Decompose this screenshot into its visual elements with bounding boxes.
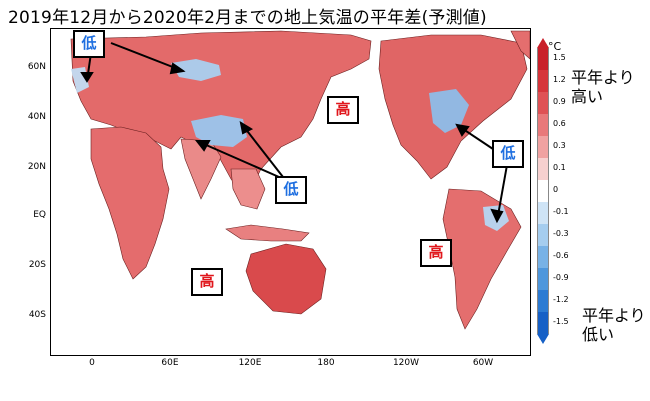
colorbar-segment bbox=[537, 312, 549, 334]
south-america-landmass bbox=[442, 188, 522, 330]
colorbar-tick-label: 0.1 bbox=[553, 163, 566, 172]
colorbar-segment bbox=[537, 136, 549, 158]
lon-label-60e: 60E bbox=[161, 358, 179, 368]
colorbar-segment bbox=[537, 92, 549, 114]
caption-higher-line2: 高い bbox=[571, 87, 604, 106]
caption-lower-line1: 平年より bbox=[582, 306, 646, 325]
lat-label-60n: 60N bbox=[27, 62, 46, 72]
lon-label-0: 0 bbox=[89, 358, 95, 368]
colorbar-segment bbox=[537, 224, 549, 246]
colorbar-tick-label: 0.3 bbox=[553, 141, 566, 150]
colorbar-tick-label: -0.6 bbox=[553, 251, 569, 260]
colorbar-segment bbox=[537, 114, 549, 136]
lat-label-eq: EQ bbox=[33, 210, 46, 220]
lat-label-20s: 20S bbox=[28, 260, 46, 270]
indonesia-landmass bbox=[225, 224, 310, 242]
caption-lower-line2: 低い bbox=[582, 325, 615, 344]
africa-landmass bbox=[90, 126, 170, 280]
low-label-americas: 低 bbox=[492, 140, 524, 168]
lon-label-60w: 60W bbox=[472, 358, 494, 368]
cool-anomaly-siberia bbox=[171, 59, 221, 81]
colorbar-top-arrow bbox=[537, 38, 549, 48]
caption-lower: 平年より 低い bbox=[582, 306, 646, 344]
colorbar-segment bbox=[537, 246, 549, 268]
temperature-anomaly-map bbox=[50, 28, 531, 356]
caption-higher-line1: 平年より bbox=[571, 68, 635, 87]
annotation-arrows bbox=[80, 42, 508, 224]
low-label-west-europe: 低 bbox=[73, 30, 105, 58]
high-label-pacific: 高 bbox=[327, 96, 359, 124]
cool-anomaly-tibet bbox=[191, 115, 247, 147]
colorbar-tick-label: 0.6 bbox=[553, 119, 566, 128]
colorbar-segment bbox=[537, 268, 549, 290]
colorbar-segment bbox=[537, 48, 549, 70]
cool-anomaly-east-us bbox=[429, 89, 469, 133]
colorbar-tick-label: 0 bbox=[553, 185, 559, 194]
colorbar-tick-label: 1.2 bbox=[553, 75, 566, 84]
colorbar-bottom-arrow bbox=[537, 334, 549, 344]
australia-landmass bbox=[245, 243, 327, 315]
colorbar-segment bbox=[537, 158, 549, 180]
colorbar-unit: °C bbox=[548, 40, 562, 53]
colorbar-tick-label: -0.1 bbox=[553, 207, 569, 216]
colorbar-tick-label: -1.5 bbox=[553, 317, 569, 326]
lat-label-40s: 40S bbox=[28, 310, 46, 320]
colorbar-segment bbox=[537, 290, 549, 312]
caption-higher: 平年より 高い bbox=[571, 68, 635, 106]
se-asia-landmass bbox=[230, 168, 266, 210]
colorbar-tick-label: -0.3 bbox=[553, 229, 569, 238]
colorbar-segment bbox=[537, 202, 549, 224]
colorbar-tick-label: 0.9 bbox=[553, 97, 566, 106]
lon-label-120e: 120E bbox=[238, 358, 262, 368]
lat-label-20n: 20N bbox=[27, 162, 46, 172]
colorbar-tick-label: -0.9 bbox=[553, 273, 569, 282]
greenland-landmass bbox=[510, 30, 530, 60]
high-label-indian-ocean: 高 bbox=[191, 268, 223, 296]
colorbar-tick-label: 1.5 bbox=[553, 53, 566, 62]
low-label-asia: 低 bbox=[275, 176, 307, 204]
colorbar-segment bbox=[537, 70, 549, 92]
high-label-south-atlantic: 高 bbox=[420, 239, 452, 267]
lon-label-180: 180 bbox=[317, 358, 335, 368]
lon-label-120w: 120W bbox=[392, 358, 420, 368]
colorbar-segment bbox=[537, 180, 549, 202]
map-title: 2019年12月から2020年2月までの地上気温の平年差(予測値) bbox=[8, 8, 487, 28]
colorbar-tick-label: -1.2 bbox=[553, 295, 569, 304]
lat-label-40n: 40N bbox=[27, 112, 46, 122]
